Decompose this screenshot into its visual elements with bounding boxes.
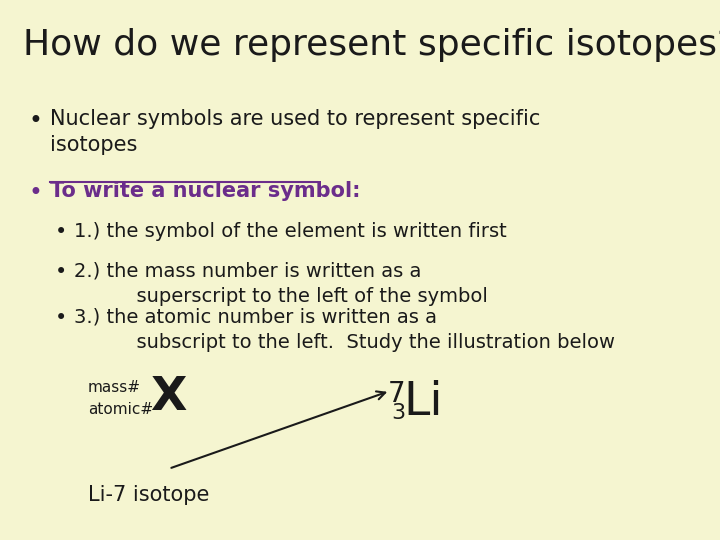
- Text: •: •: [28, 109, 42, 133]
- Text: •: •: [28, 181, 42, 205]
- Text: 1.) the symbol of the element is written first: 1.) the symbol of the element is written…: [74, 221, 507, 241]
- Text: •: •: [55, 221, 68, 242]
- Text: •: •: [55, 262, 68, 282]
- Text: To write a nuclear symbol:: To write a nuclear symbol:: [50, 181, 361, 201]
- Text: X: X: [150, 375, 186, 420]
- Text: Li-7 isotope: Li-7 isotope: [88, 485, 209, 505]
- Text: 7: 7: [387, 380, 405, 408]
- Text: •: •: [55, 308, 68, 328]
- Text: 3.) the atomic number is written as a
          subscript to the left.  Study th: 3.) the atomic number is written as a su…: [74, 308, 616, 352]
- Text: atomic#: atomic#: [88, 402, 153, 417]
- Text: Li: Li: [403, 380, 443, 425]
- Text: mass#: mass#: [88, 380, 140, 395]
- Text: 2.) the mass number is written as a
          superscript to the left of the sym: 2.) the mass number is written as a supe…: [74, 262, 488, 306]
- Text: How do we represent specific isotopes?: How do we represent specific isotopes?: [23, 28, 720, 62]
- Text: 3: 3: [391, 403, 405, 423]
- Text: Nuclear symbols are used to represent specific
isotopes: Nuclear symbols are used to represent sp…: [50, 109, 540, 155]
